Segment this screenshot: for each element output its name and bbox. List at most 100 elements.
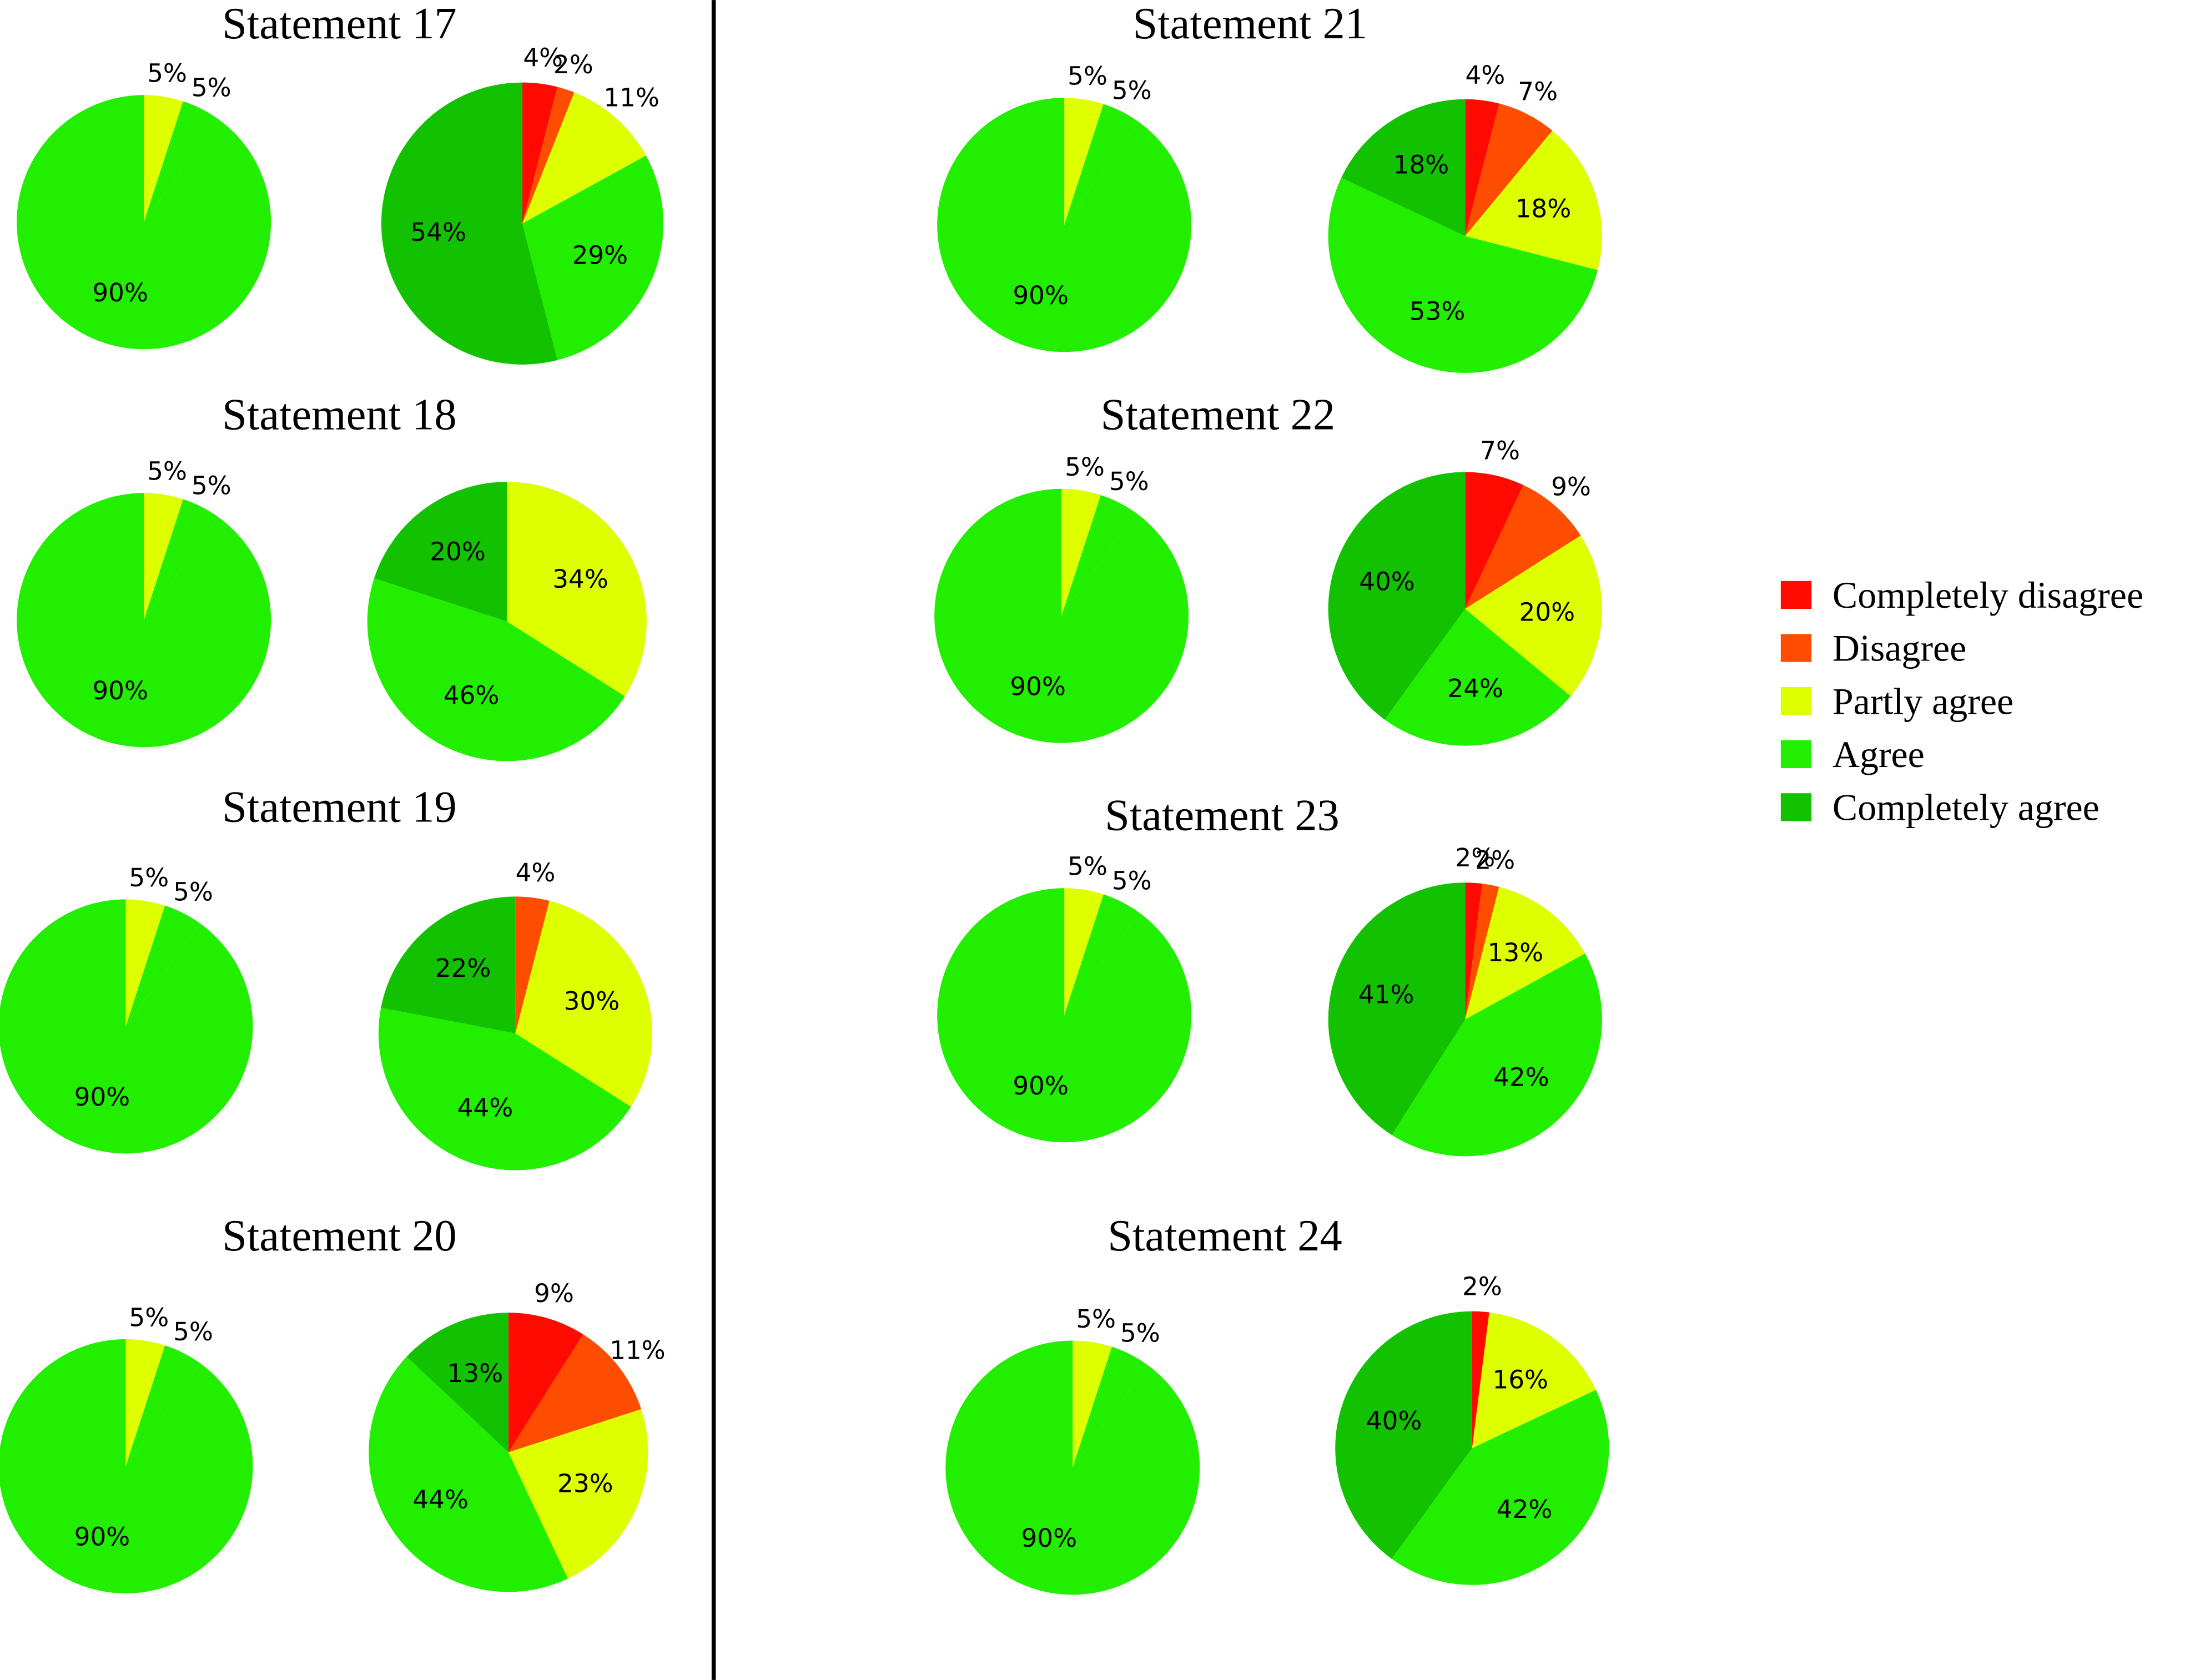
pie-slice (144, 95, 183, 223)
pie-slice (1064, 98, 1104, 225)
pie-slice (507, 482, 647, 697)
slice-label: 42% (1493, 1063, 1549, 1092)
slice-label: 18% (1393, 150, 1449, 179)
slice-label: 5% (1068, 852, 1107, 881)
pie-slice (1328, 472, 1466, 720)
pie-slice (1465, 882, 1483, 1020)
chart-title: Statement 18 (222, 390, 457, 439)
chart-title: Statement 19 (222, 782, 457, 831)
pie-slice (508, 1409, 648, 1579)
chart-title: Statement 22 (1101, 390, 1336, 439)
slice-label: 5% (1068, 62, 1107, 91)
pie-slice (125, 1339, 165, 1466)
pie-slice (508, 1313, 583, 1452)
slice-label: 54% (410, 218, 466, 247)
slice-label: 5% (1112, 866, 1152, 896)
legend-swatch (1780, 740, 1812, 768)
chart-title: Statement 17 (222, 0, 457, 48)
pie-slice (17, 95, 271, 350)
pie-slice (515, 896, 550, 1033)
slice-label: 41% (1358, 980, 1414, 1010)
pie-slice (937, 98, 1192, 352)
slice-label: 4% (516, 858, 556, 887)
slice-label: 53% (1409, 297, 1466, 326)
pie-slice (522, 155, 664, 360)
slice-label: 90% (1013, 281, 1069, 310)
pie-slice (945, 1340, 1200, 1595)
slice-label: 30% (564, 986, 620, 1016)
pie-slice (1391, 1390, 1609, 1585)
pie-slice (515, 901, 652, 1107)
pie-slice (1064, 888, 1104, 1016)
slice-label: 34% (552, 564, 608, 594)
pie-slice (125, 1345, 201, 1466)
pie-slice (381, 82, 558, 365)
legend-label: Completely disagree (1832, 574, 2143, 616)
slice-label: 90% (74, 1522, 130, 1552)
pie-slice (522, 92, 646, 224)
slice-label: 13% (447, 1359, 504, 1388)
slice-label: 2% (553, 50, 593, 79)
slice-label: 11% (603, 83, 659, 113)
pie-slice (1328, 882, 1466, 1135)
slice-label: 20% (1519, 597, 1575, 627)
slice-label: 40% (1366, 1406, 1422, 1435)
pie-slice (1061, 488, 1101, 616)
legend-swatch (1780, 634, 1812, 662)
pie-slice (1385, 609, 1571, 746)
pie-slice (144, 499, 219, 620)
slice-label: 18% (1516, 194, 1572, 224)
pie-slice (1064, 894, 1139, 1016)
slice-label: 9% (534, 1279, 574, 1308)
pie-slice (1465, 103, 1553, 236)
slice-label: 5% (192, 471, 231, 501)
pie-slice (0, 899, 253, 1154)
legend-swatch (1780, 581, 1812, 609)
slice-label: 2% (1462, 1272, 1502, 1301)
slice-label: 5% (192, 73, 231, 103)
pie-slice (522, 82, 558, 224)
legend-label: Agree (1832, 733, 1925, 775)
slice-label: 5% (1065, 452, 1105, 482)
slice-label: 20% (430, 537, 486, 567)
slice-label: 5% (129, 1303, 169, 1332)
pie-slice (406, 1313, 509, 1452)
pie-slice (378, 1007, 631, 1171)
pie-slice (381, 896, 516, 1033)
legend-swatch (1780, 793, 1812, 821)
pie-slice (937, 888, 1192, 1143)
slice-label: 29% (572, 240, 628, 270)
pie-slice (17, 493, 271, 748)
slice-label: 16% (1492, 1365, 1548, 1395)
slice-label: 46% (444, 680, 500, 710)
slice-label: 42% (1497, 1495, 1553, 1524)
pie-slice (369, 1356, 568, 1592)
pie-slice (1465, 535, 1602, 697)
chart-title: Statement 21 (1132, 0, 1367, 48)
slice-label: 7% (1518, 77, 1558, 106)
slice-label: 5% (173, 877, 213, 907)
pie-slice (1465, 472, 1524, 609)
slice-label: 2% (1455, 843, 1495, 872)
pie-slice (1328, 178, 1598, 373)
slice-label: 4% (523, 43, 563, 73)
chart-title: Statement 24 (1107, 1211, 1342, 1260)
pie-slice (144, 101, 219, 223)
pie-slice (0, 1339, 253, 1593)
slice-label: 90% (1021, 1523, 1077, 1553)
legend-swatch (1780, 687, 1812, 715)
slice-label: 90% (74, 1082, 130, 1112)
chart-title: Statement 20 (222, 1211, 457, 1260)
slice-label: 5% (1109, 467, 1149, 496)
pie-slice (367, 578, 625, 761)
slice-label: 90% (1013, 1071, 1069, 1101)
pie-slice (1465, 886, 1585, 1020)
slice-label: 5% (1120, 1319, 1160, 1348)
slice-label: 90% (92, 676, 148, 705)
slice-label: 5% (1076, 1304, 1116, 1334)
pie-slice (1465, 99, 1499, 236)
slice-label: 22% (435, 953, 491, 983)
pie-slice (1335, 1311, 1472, 1559)
